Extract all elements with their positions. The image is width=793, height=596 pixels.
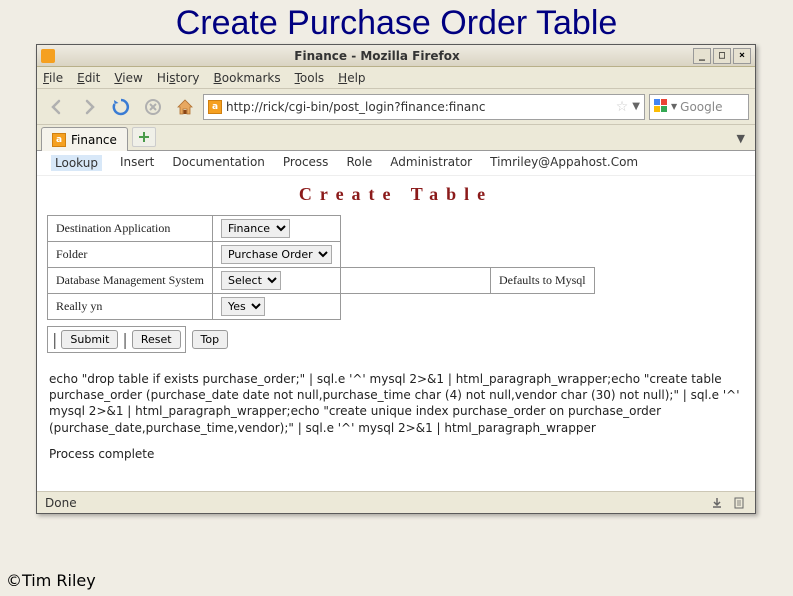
- search-engine-icon: [654, 99, 668, 115]
- status-icons: [709, 496, 747, 510]
- window-titlebar: Finance - Mozilla Firefox _ □ ×: [37, 45, 755, 67]
- tab-icon: a: [52, 133, 66, 147]
- close-button[interactable]: ×: [733, 48, 751, 64]
- download-icon[interactable]: [709, 496, 725, 510]
- tab-list-button[interactable]: ▼: [737, 132, 745, 145]
- form-cell: Select: [212, 268, 340, 294]
- reset-button[interactable]: Reset: [132, 330, 181, 349]
- divider: |: [122, 330, 127, 349]
- menu-edit[interactable]: Edit: [77, 71, 100, 85]
- maximize-button[interactable]: □: [713, 48, 731, 64]
- home-button[interactable]: [171, 93, 199, 121]
- tab-bar: a Finance ▼: [37, 125, 755, 151]
- forward-icon: [80, 98, 98, 116]
- url-text: http://rick/cgi-bin/post_login?finance:f…: [226, 100, 612, 114]
- page-heading: Create Table: [37, 176, 755, 213]
- form-cell: Yes: [212, 294, 340, 320]
- button-row: | Submit | Reset Top: [47, 326, 745, 353]
- menu-help[interactable]: Help: [338, 71, 365, 85]
- form-note: Defaults to Mysql: [490, 268, 594, 294]
- status-bar: Done: [37, 491, 755, 513]
- search-dropdown-icon[interactable]: ▼: [671, 102, 677, 111]
- url-dropdown-icon[interactable]: ▼: [632, 101, 640, 112]
- back-button[interactable]: [43, 93, 71, 121]
- url-bar[interactable]: a http://rick/cgi-bin/post_login?finance…: [203, 94, 645, 120]
- form-label: Database Management System: [48, 268, 213, 294]
- table-row: Destination Application Finance: [48, 216, 595, 242]
- form-label: Destination Application: [48, 216, 213, 242]
- folder-select[interactable]: Purchase Order: [221, 245, 332, 264]
- window-controls: _ □ ×: [693, 48, 751, 64]
- bookmark-star-icon[interactable]: ☆: [616, 99, 629, 115]
- home-icon: [175, 97, 195, 117]
- form-area: Destination Application Finance Folder P…: [37, 213, 755, 361]
- submit-button[interactable]: Submit: [61, 330, 118, 349]
- search-box[interactable]: ▼ Google: [649, 94, 749, 120]
- menu-view[interactable]: View: [114, 71, 142, 85]
- menu-history[interactable]: History: [157, 71, 200, 85]
- destination-application-select[interactable]: Finance: [221, 219, 290, 238]
- tab-finance[interactable]: a Finance: [41, 127, 128, 151]
- browser-menubar: File Edit View History Bookmarks Tools H…: [37, 67, 755, 89]
- menu-bookmarks[interactable]: Bookmarks: [214, 71, 281, 85]
- form-cell: Purchase Order: [212, 242, 340, 268]
- slide-title: Create Purchase Order Table: [0, 0, 793, 45]
- table-row: Really yn Yes: [48, 294, 595, 320]
- copyright-text: ©Tim Riley: [6, 571, 96, 590]
- dbms-select[interactable]: Select: [221, 271, 281, 290]
- menu-file[interactable]: File: [43, 71, 63, 85]
- app-menu-documentation[interactable]: Documentation: [172, 155, 265, 171]
- plus-icon: [138, 131, 150, 143]
- reload-button[interactable]: [107, 93, 135, 121]
- back-icon: [48, 98, 66, 116]
- table-row: Folder Purchase Order: [48, 242, 595, 268]
- submit-reset-group: | Submit | Reset: [47, 326, 186, 353]
- reload-icon: [111, 97, 131, 117]
- divider: |: [52, 330, 57, 349]
- top-button[interactable]: Top: [192, 330, 229, 349]
- app-menu-process[interactable]: Process: [283, 155, 329, 171]
- forward-button[interactable]: [75, 93, 103, 121]
- app-menu: Lookup Insert Documentation Process Role…: [37, 151, 755, 176]
- tab-label: Finance: [71, 133, 117, 147]
- minimize-button[interactable]: _: [693, 48, 711, 64]
- menu-tools[interactable]: Tools: [295, 71, 325, 85]
- table-row: Database Management System Select Defaul…: [48, 268, 595, 294]
- app-menu-role[interactable]: Role: [346, 155, 372, 171]
- stop-button[interactable]: [139, 93, 167, 121]
- app-menu-lookup[interactable]: Lookup: [51, 155, 102, 171]
- form-spacer: [340, 268, 490, 294]
- document-icon[interactable]: [731, 496, 747, 510]
- new-tab-button[interactable]: [132, 127, 156, 147]
- site-icon: a: [208, 100, 222, 114]
- output-status-text: Process complete: [49, 446, 743, 462]
- page-content: Lookup Insert Documentation Process Role…: [37, 151, 755, 491]
- form-table: Destination Application Finance Folder P…: [47, 215, 595, 320]
- app-menu-user[interactable]: Timriley@Appahost.Com: [490, 155, 638, 171]
- form-label: Folder: [48, 242, 213, 268]
- output-area: echo "drop table if exists purchase_orde…: [37, 361, 755, 482]
- app-icon: [41, 49, 55, 63]
- form-cell: Finance: [212, 216, 340, 242]
- app-menu-administrator[interactable]: Administrator: [390, 155, 472, 171]
- form-label: Really yn: [48, 294, 213, 320]
- stop-icon: [144, 98, 162, 116]
- browser-toolbar: a http://rick/cgi-bin/post_login?finance…: [37, 89, 755, 125]
- window-title: Finance - Mozilla Firefox: [61, 49, 693, 63]
- search-placeholder: Google: [680, 100, 722, 114]
- status-text: Done: [45, 496, 77, 510]
- output-command-text: echo "drop table if exists purchase_orde…: [49, 371, 743, 436]
- app-menu-insert[interactable]: Insert: [120, 155, 154, 171]
- really-yn-select[interactable]: Yes: [221, 297, 265, 316]
- browser-window: Finance - Mozilla Firefox _ □ × File Edi…: [36, 44, 756, 514]
